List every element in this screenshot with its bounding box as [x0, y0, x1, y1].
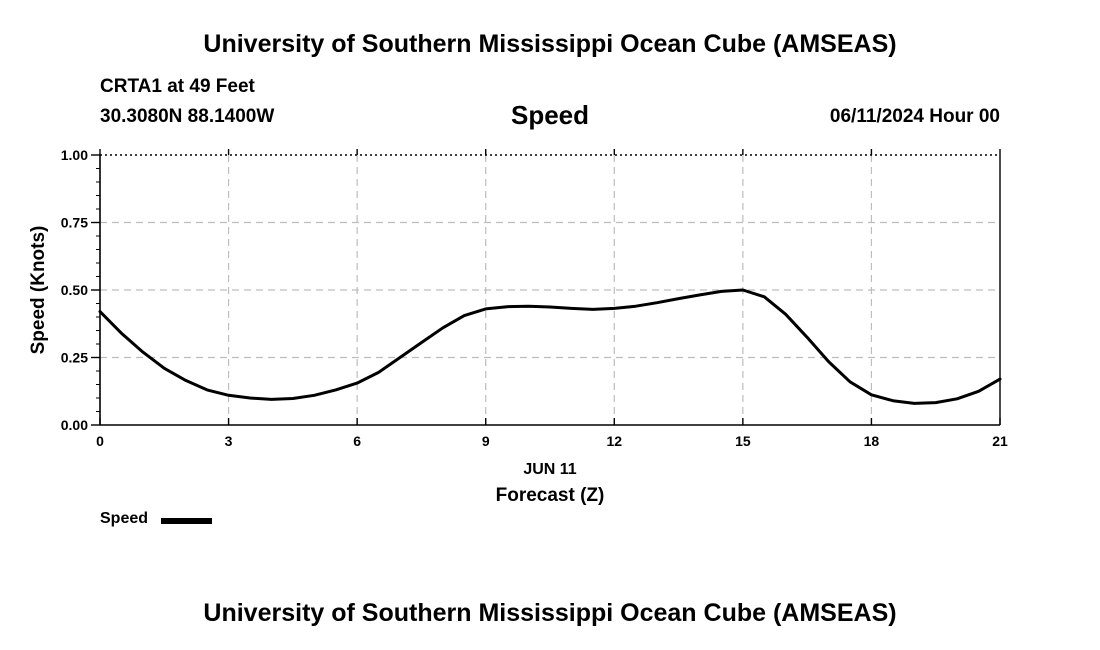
- y-tick-label: 0.50: [61, 282, 88, 298]
- x-tick-label: 3: [225, 433, 233, 449]
- legend-label: Speed: [100, 510, 149, 527]
- x-tick-label: 21: [992, 433, 1008, 449]
- y-axis-label: Speed (Knots): [28, 226, 49, 355]
- speed-series-line: [98, 288, 1002, 405]
- y-tick-label: 0.00: [61, 417, 88, 433]
- y-tick-label: 1.00: [61, 147, 88, 163]
- station-label: CRTA1 at 49 Feet: [100, 76, 255, 97]
- forecast-datetime: 06/11/2024 Hour 00: [829, 106, 1000, 127]
- x-axis-label: Forecast (Z): [496, 485, 605, 506]
- page-title: University of Southern Mississippi Ocean…: [203, 30, 897, 58]
- footer-title: University of Southern Mississippi Ocean…: [203, 599, 897, 627]
- x-date-label: JUN 11: [523, 461, 576, 478]
- chart-title: Speed: [510, 100, 590, 130]
- x-tick-label: 18: [864, 433, 880, 449]
- x-tick-label: 15: [735, 433, 751, 449]
- station-coordinates: 30.3080N 88.1400W: [100, 106, 275, 127]
- y-tick-label: 0.75: [61, 215, 88, 231]
- x-tick-label: 6: [353, 433, 361, 449]
- x-tick-label: 12: [606, 433, 622, 449]
- x-tick-label: 9: [482, 433, 490, 449]
- y-tick-label: 0.25: [61, 350, 88, 366]
- x-tick-label: 0: [96, 433, 104, 449]
- legend-swatch: [161, 518, 212, 524]
